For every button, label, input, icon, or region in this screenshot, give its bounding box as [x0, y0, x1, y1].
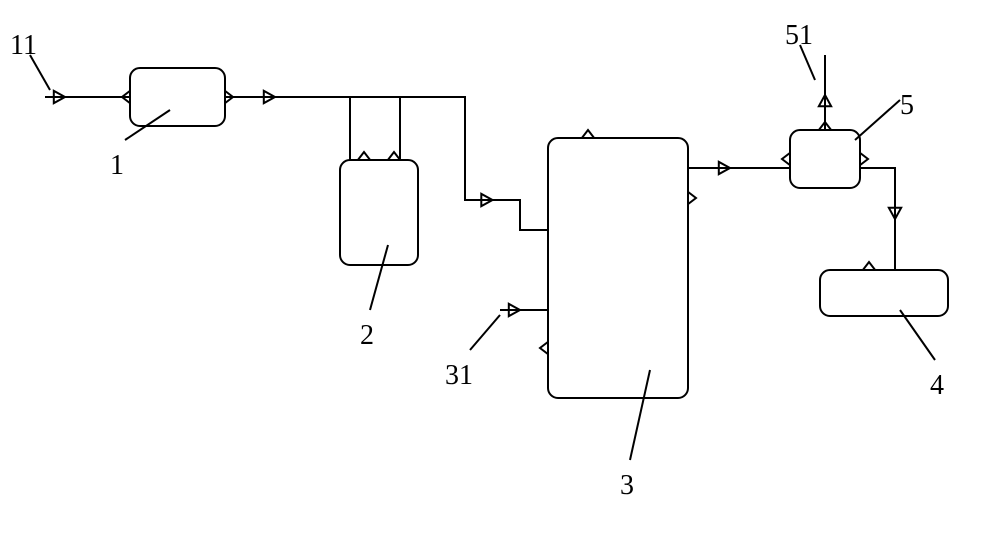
label-31: 31	[445, 360, 473, 392]
port-arrow	[540, 342, 548, 354]
edge	[860, 168, 895, 270]
label-leader	[470, 315, 500, 350]
label-11: 11	[10, 30, 37, 62]
port-arrow	[688, 192, 696, 204]
node-1	[130, 68, 225, 126]
label-leader	[370, 245, 388, 310]
label-51: 51	[785, 20, 813, 52]
port-arrow	[863, 262, 875, 270]
diagram-canvas	[0, 0, 1000, 535]
node-3	[548, 138, 688, 398]
port-arrow	[358, 152, 370, 160]
label-3: 3	[620, 470, 634, 502]
port-arrow	[782, 153, 790, 165]
node-2	[340, 160, 418, 265]
label-leader	[900, 310, 935, 360]
label-leader	[630, 370, 650, 460]
label-4: 4	[930, 370, 944, 402]
node-4	[820, 270, 948, 316]
port-arrow	[582, 130, 594, 138]
label-leader	[855, 100, 900, 140]
label-5: 5	[900, 90, 914, 122]
port-arrow	[860, 153, 868, 165]
node-5	[790, 130, 860, 188]
port-arrow	[388, 152, 400, 160]
edge	[225, 97, 400, 160]
label-2: 2	[360, 320, 374, 352]
edge	[400, 97, 548, 230]
label-1: 1	[110, 150, 124, 182]
edge	[225, 97, 350, 160]
